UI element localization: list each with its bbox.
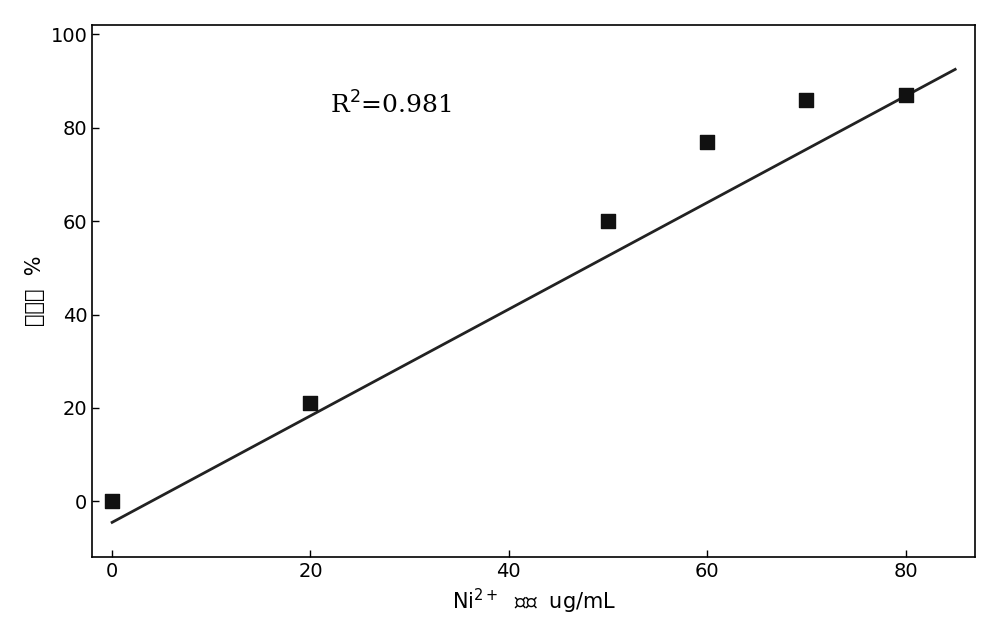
Point [104, 496, 120, 506]
Point [699, 137, 715, 147]
Point [600, 216, 616, 226]
X-axis label: Ni$^{2+}$  浓度  ug/mL: Ni$^{2+}$ 浓度 ug/mL [452, 587, 616, 616]
Point [798, 95, 814, 105]
Text: R$^2$=0.981: R$^2$=0.981 [330, 92, 452, 119]
Point [898, 90, 914, 100]
Y-axis label: 抑制率  %: 抑制率 % [25, 256, 45, 326]
Point [302, 398, 318, 408]
